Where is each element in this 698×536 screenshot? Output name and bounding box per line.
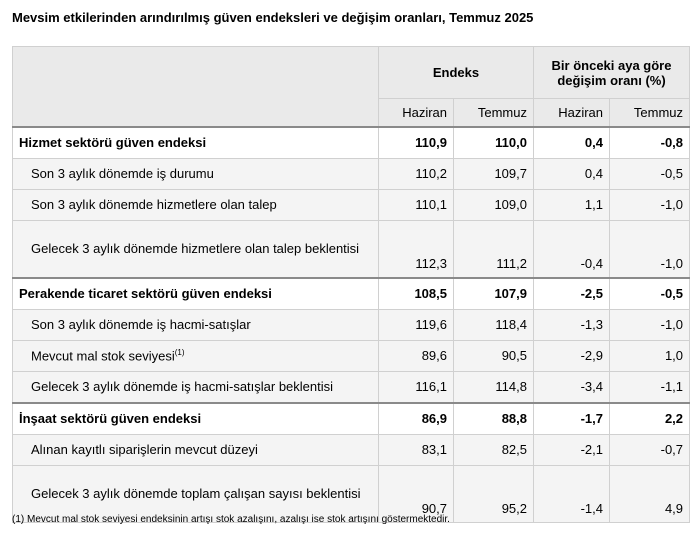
- cell-change-haziran: 1,1: [533, 188, 610, 221]
- cell-change-temmuz: 2,2: [608, 401, 691, 435]
- cell-change-temmuz: -1,1: [608, 370, 691, 403]
- cell-endeks-haziran: 108,5: [378, 276, 454, 310]
- row-label: İnşaat sektörü güven endeksi: [12, 401, 379, 435]
- header-endeks-haziran: Haziran: [378, 98, 454, 127]
- cell-endeks-temmuz: 111,2: [453, 219, 534, 278]
- row-label: Mevcut mal stok seviyesi(1): [12, 339, 379, 372]
- cell-change-haziran: 0,4: [533, 157, 610, 190]
- cell-change-temmuz: -1,0: [608, 308, 691, 341]
- table-row: İnşaat sektörü güven endeksi 86,9 88,8 -…: [12, 401, 691, 435]
- cell-change-temmuz: 1,0: [608, 339, 691, 372]
- header-change-temmuz: Temmuz: [608, 98, 691, 127]
- cell-change-haziran: -2,1: [533, 433, 610, 466]
- row-label: Son 3 aylık dönemde iş durumu: [12, 157, 379, 190]
- table-row: Gelecek 3 aylık dönemde hizmetlere olan …: [12, 219, 691, 278]
- cell-endeks-haziran: 86,9: [378, 401, 454, 435]
- cell-endeks-temmuz: 110,0: [453, 125, 534, 159]
- cell-endeks-temmuz: 88,8: [453, 401, 534, 435]
- cell-change-haziran: -1,4: [533, 464, 610, 523]
- cell-change-haziran: -2,9: [533, 339, 610, 372]
- cell-endeks-haziran: 110,2: [378, 157, 454, 190]
- header-change: Bir önceki aya göre değişim oranı (%): [532, 46, 691, 99]
- row-label-text: Mevcut mal stok seviyesi: [31, 348, 175, 364]
- row-label: Son 3 aylık dönemde hizmetlere olan tale…: [12, 188, 379, 221]
- cell-endeks-haziran: 83,1: [378, 433, 454, 466]
- table-row: Hizmet sektörü güven endeksi 110,9 110,0…: [12, 125, 691, 159]
- cell-change-haziran: -3,4: [533, 370, 610, 403]
- row-label: Perakende ticaret sektörü güven endeksi: [12, 276, 379, 310]
- row-label: Gelecek 3 aylık dönemde hizmetlere olan …: [12, 219, 379, 278]
- header-change-line2: değişim oranı (%): [557, 72, 666, 88]
- table-row: Alınan kayıtlı siparişlerin mevcut düzey…: [12, 433, 691, 466]
- table-row: Son 3 aylık dönemde iş hacmi-satışlar 11…: [12, 308, 691, 341]
- cell-change-haziran: -2,5: [533, 276, 610, 310]
- cell-change-haziran: -1,7: [533, 401, 610, 435]
- cell-change-temmuz: -0,5: [608, 157, 691, 190]
- cell-endeks-temmuz: 114,8: [453, 370, 534, 403]
- footnote-marker: (1): [174, 347, 185, 357]
- table-title: Mevsim etkilerinden arındırılmış güven e…: [12, 10, 534, 25]
- table-row: Son 3 aylık dönemde iş durumu 110,2 109,…: [12, 157, 691, 190]
- table-row: Perakende ticaret sektörü güven endeksi …: [12, 276, 691, 310]
- header-corner: [12, 46, 379, 127]
- confidence-index-table: Endeks Bir önceki aya göre değişim oranı…: [12, 46, 691, 523]
- cell-change-temmuz: -0,8: [608, 125, 691, 159]
- table-row: Mevcut mal stok seviyesi(1) 89,6 90,5 -2…: [12, 339, 691, 372]
- cell-change-haziran: -1,3: [533, 308, 610, 341]
- header-change-line1: Bir önceki aya göre: [551, 57, 672, 73]
- cell-endeks-temmuz: 107,9: [453, 276, 534, 310]
- cell-change-haziran: -0,4: [533, 219, 610, 278]
- cell-endeks-temmuz: 109,7: [453, 157, 534, 190]
- cell-endeks-haziran: 116,1: [378, 370, 454, 403]
- cell-endeks-temmuz: 90,5: [453, 339, 534, 372]
- cell-change-temmuz: -0,5: [608, 276, 691, 310]
- cell-endeks-haziran: 89,6: [378, 339, 454, 372]
- row-label: Hizmet sektörü güven endeksi: [12, 125, 379, 159]
- cell-change-temmuz: -1,0: [608, 219, 691, 278]
- header-endeks: Endeks: [378, 46, 534, 99]
- table-row: Son 3 aylık dönemde hizmetlere olan tale…: [12, 188, 691, 221]
- row-label: Son 3 aylık dönemde iş hacmi-satışlar: [12, 308, 379, 341]
- cell-change-temmuz: 4,9: [608, 464, 691, 523]
- cell-endeks-haziran: 110,9: [378, 125, 454, 159]
- cell-endeks-haziran: 110,1: [378, 188, 454, 221]
- row-label: Alınan kayıtlı siparişlerin mevcut düzey…: [12, 433, 379, 466]
- cell-endeks-temmuz: 95,2: [453, 464, 534, 523]
- cell-endeks-haziran: 119,6: [378, 308, 454, 341]
- row-label: Gelecek 3 aylık dönemde toplam çalışan s…: [12, 464, 379, 523]
- header-change-haziran: Haziran: [533, 98, 610, 127]
- cell-change-temmuz: -1,0: [608, 188, 691, 221]
- cell-endeks-haziran: 112,3: [378, 219, 454, 278]
- cell-endeks-temmuz: 109,0: [453, 188, 534, 221]
- cell-change-haziran: 0,4: [533, 125, 610, 159]
- cell-change-temmuz: -0,7: [608, 433, 691, 466]
- header-endeks-temmuz: Temmuz: [453, 98, 534, 127]
- cell-endeks-temmuz: 82,5: [453, 433, 534, 466]
- footnote: (1) Mevcut mal stok seviyesi endeksinin …: [12, 514, 450, 525]
- table-row: Gelecek 3 aylık dönemde toplam çalışan s…: [12, 464, 691, 523]
- cell-endeks-temmuz: 118,4: [453, 308, 534, 341]
- row-label: Gelecek 3 aylık dönemde iş hacmi-satışla…: [12, 370, 379, 403]
- table-row: Gelecek 3 aylık dönemde iş hacmi-satışla…: [12, 370, 691, 403]
